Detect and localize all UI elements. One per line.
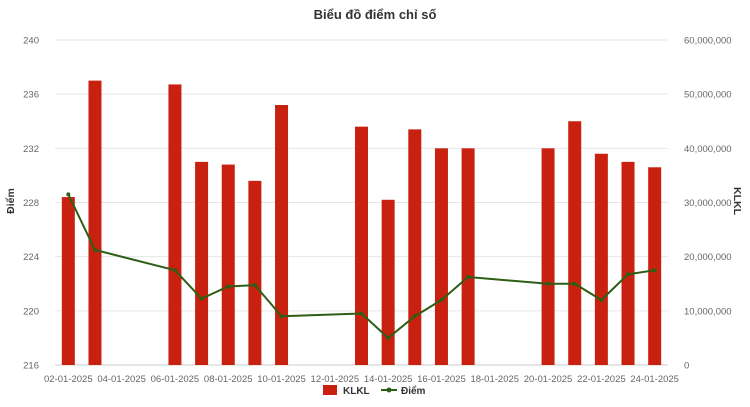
bar[interactable] (648, 167, 662, 365)
line-point[interactable] (172, 268, 177, 273)
legend: KLKL Điểm (323, 385, 426, 397)
line-point[interactable] (652, 268, 657, 273)
bar[interactable] (195, 161, 209, 365)
left-tick-label: 240 (23, 36, 39, 47)
left-tick-label: 236 (23, 90, 39, 101)
bar[interactable] (88, 80, 102, 365)
x-tick-label: 06-01-2025 (151, 374, 200, 385)
line-point[interactable] (359, 311, 364, 316)
line-point[interactable] (439, 298, 444, 302)
left-tick-label: 216 (23, 361, 39, 372)
right-tick-label: 60,000,000 (684, 36, 732, 47)
legend-line-marker (386, 387, 392, 393)
left-axis-title: Điểm (5, 188, 17, 214)
bar[interactable] (621, 161, 635, 365)
bar[interactable] (275, 105, 289, 365)
right-axis-title: KLKL (731, 187, 743, 216)
bar[interactable] (381, 199, 395, 365)
bar[interactable] (461, 148, 475, 365)
right-tick-label: 0 (684, 361, 689, 372)
right-tick-label: 40,000,000 (684, 144, 732, 155)
line-series (66, 192, 657, 340)
line-point[interactable] (66, 192, 71, 197)
x-tick-label: 02-01-2025 (44, 374, 93, 385)
x-tick-label: 12-01-2025 (311, 374, 360, 385)
line-point[interactable] (92, 247, 97, 252)
line-point[interactable] (252, 283, 257, 288)
left-tick-label: 232 (23, 144, 39, 155)
x-axis-ticks: 02-01-2025 04-01-2025 06-01-2025 08-01-2025… (44, 374, 679, 385)
right-tick-label: 50,000,000 (684, 90, 732, 101)
line-point[interactable] (386, 335, 391, 340)
chart-title: Biểu đồ điểm chỉ số (314, 7, 437, 22)
bar-series (61, 80, 662, 366)
bar[interactable] (434, 148, 448, 365)
x-tick-label: 10-01-2025 (257, 374, 306, 385)
x-tick-label: 24-01-2025 (630, 374, 679, 385)
line-point[interactable] (599, 298, 604, 302)
x-tick-label: 22-01-2025 (577, 374, 626, 385)
right-tick-label: 20,000,000 (684, 252, 732, 263)
bar[interactable] (594, 153, 608, 365)
left-tick-label: 228 (23, 198, 39, 209)
bar[interactable] (221, 164, 235, 365)
line-point[interactable] (279, 314, 284, 319)
bar[interactable] (248, 180, 262, 365)
line-point[interactable] (626, 272, 631, 277)
line-point[interactable] (412, 314, 417, 319)
line-point[interactable] (199, 296, 204, 301)
x-tick-label: 04-01-2025 (97, 374, 146, 385)
x-tick-label: 18-01-2025 (470, 374, 519, 385)
bar[interactable] (168, 84, 182, 366)
line-point[interactable] (466, 274, 471, 279)
left-tick-label: 220 (23, 306, 39, 317)
x-tick-label: 20-01-2025 (524, 374, 573, 385)
legend-label-diem: Điểm (401, 385, 426, 397)
bar[interactable] (408, 129, 422, 365)
x-tick-label: 14-01-2025 (364, 374, 413, 385)
line-point[interactable] (572, 281, 577, 286)
legend-label-klkl: KLKL (343, 386, 370, 397)
right-tick-label: 30,000,000 (684, 198, 732, 209)
bar[interactable] (61, 197, 75, 365)
legend-item-klkl[interactable]: KLKL (323, 385, 370, 397)
legend-item-diem[interactable]: Điểm (381, 385, 426, 397)
left-axis-ticks: 216 220 224 228 232 236 240 (23, 36, 39, 372)
line-point[interactable] (226, 284, 231, 289)
bar[interactable] (568, 121, 582, 365)
left-tick-label: 224 (23, 252, 39, 263)
x-tick-label: 16-01-2025 (417, 374, 466, 385)
right-axis-ticks: 0 10,000,000 20,000,000 30,000,000 40,000,00… (684, 36, 732, 372)
bar[interactable] (541, 148, 555, 365)
right-tick-label: 10,000,000 (684, 306, 732, 317)
x-tick-label: 08-01-2025 (204, 374, 253, 385)
line-point[interactable] (546, 281, 551, 286)
bar[interactable] (355, 126, 368, 366)
legend-bar-swatch (323, 385, 337, 395)
